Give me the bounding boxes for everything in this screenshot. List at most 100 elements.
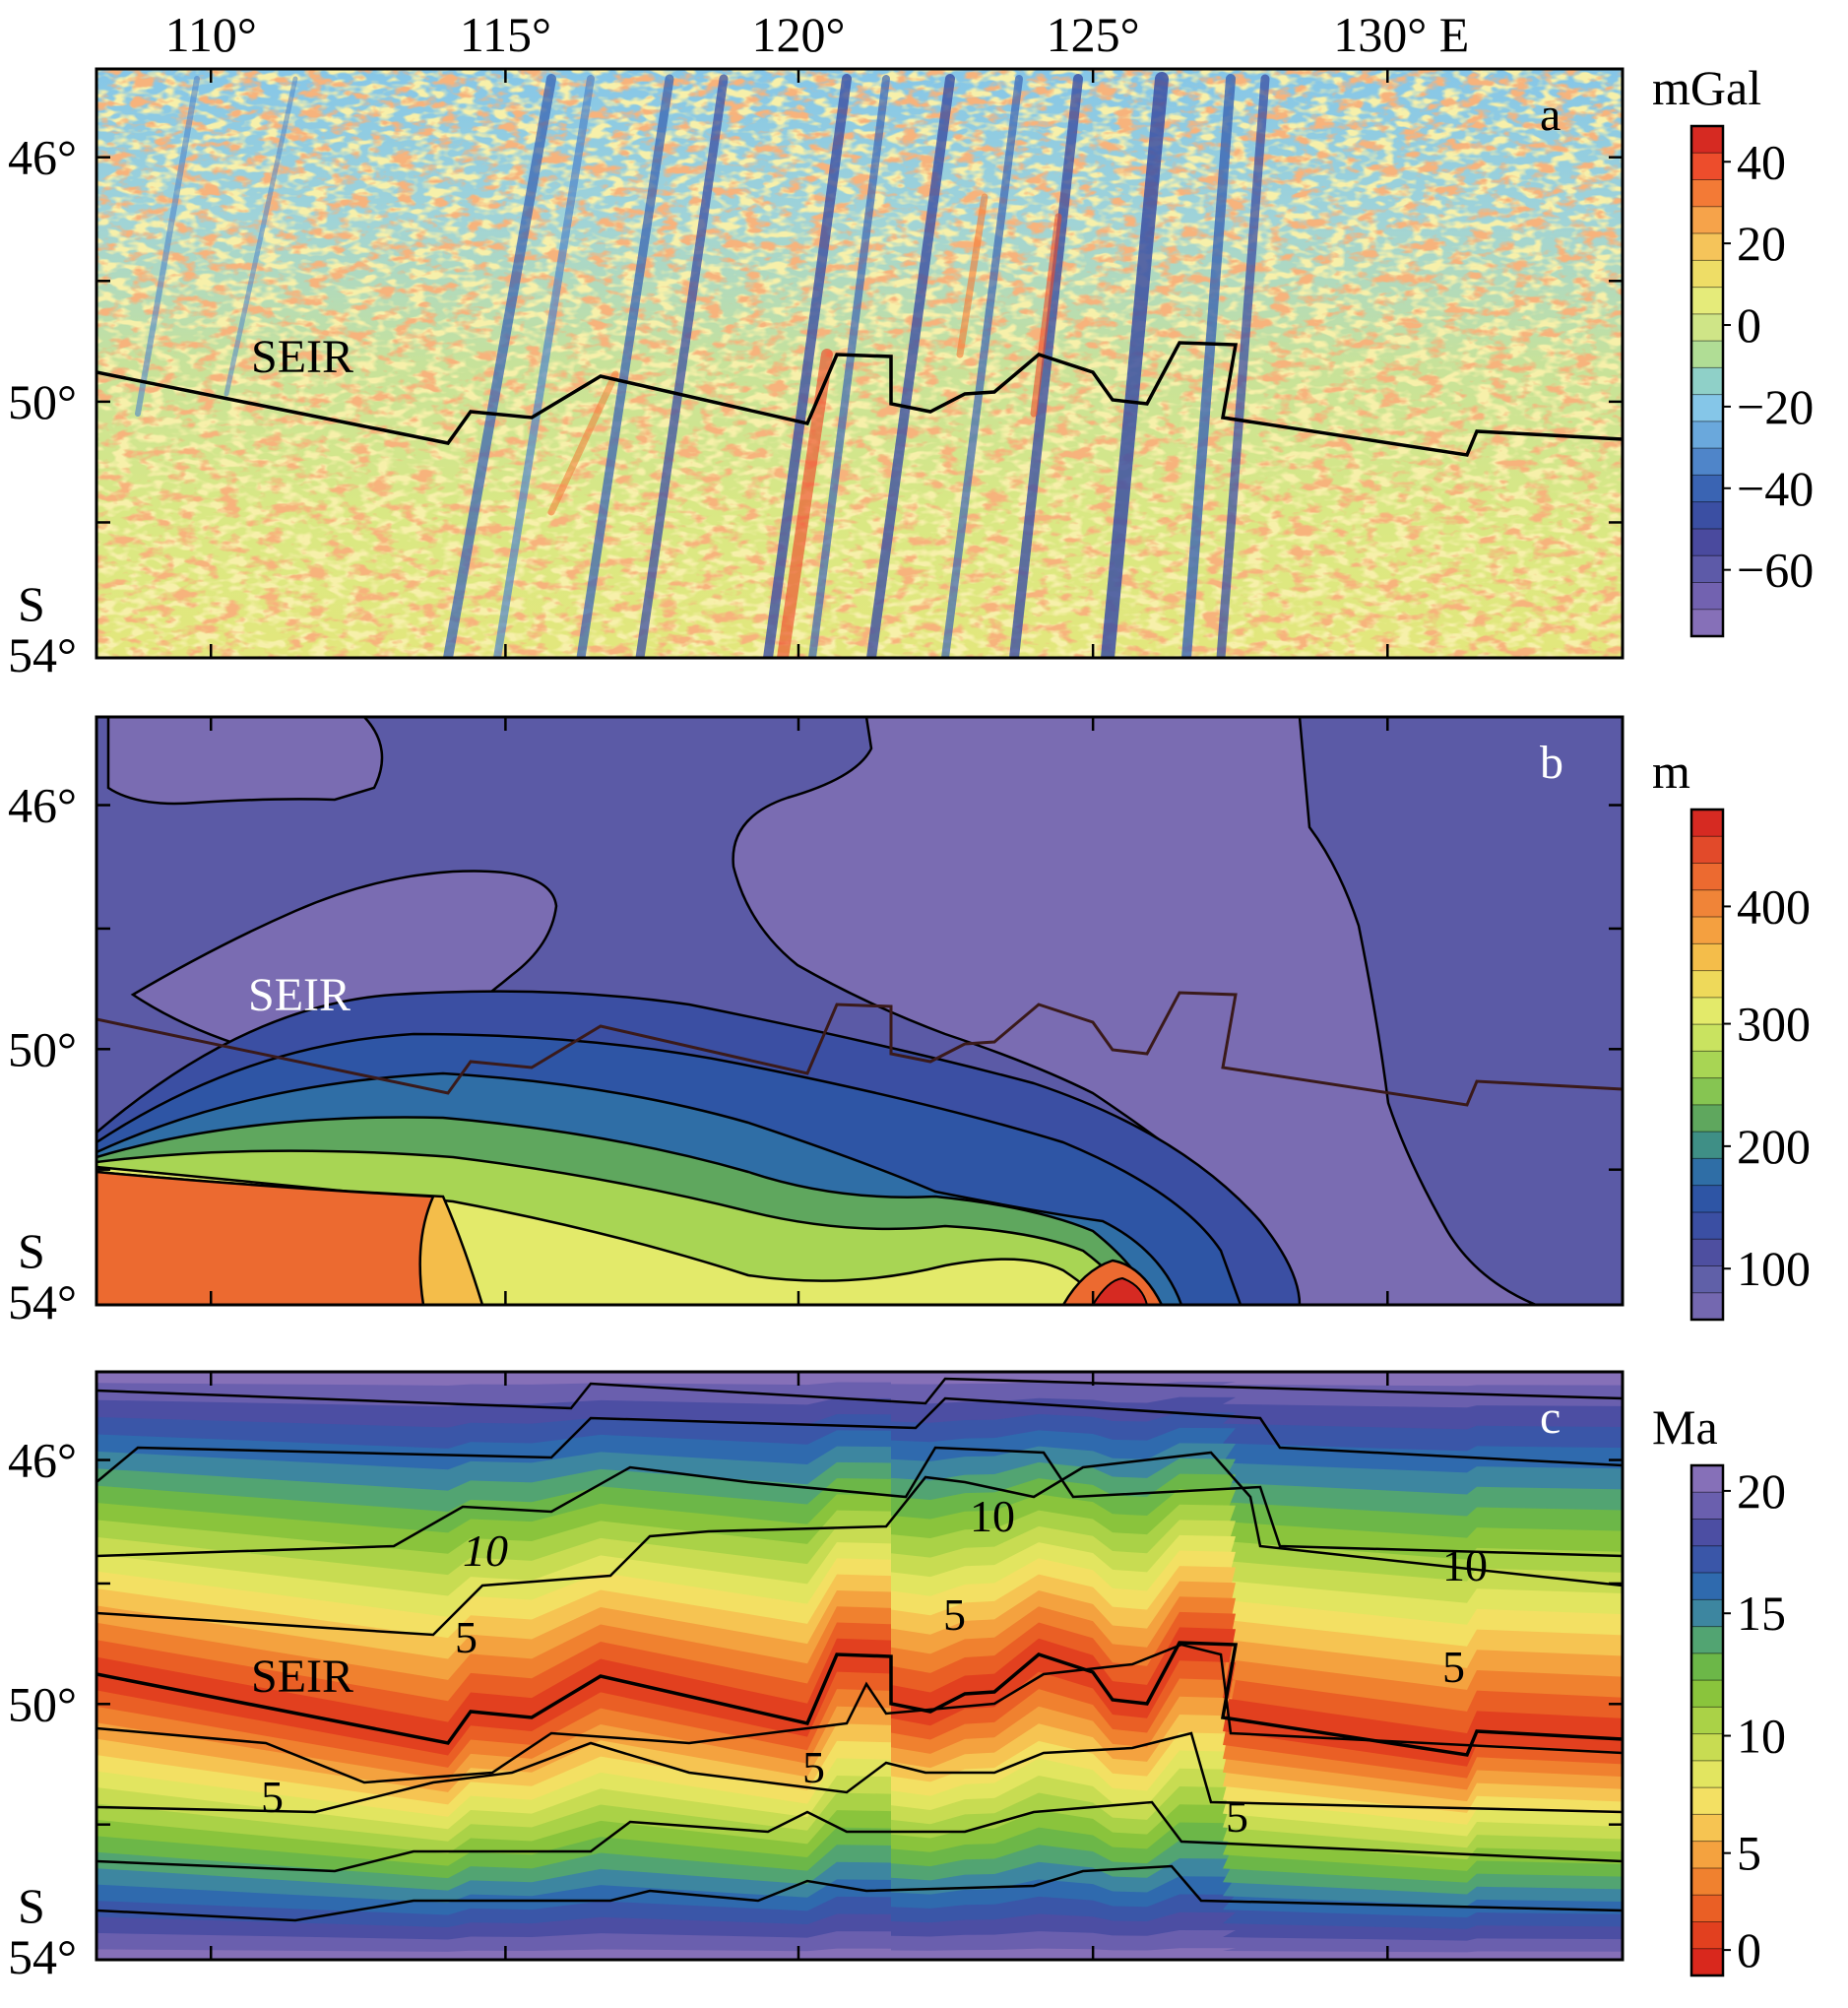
y-tick-label: 46° bbox=[8, 130, 77, 185]
ridge-axis-c bbox=[96, 1641, 1623, 1757]
x-tick-label: 120° bbox=[752, 7, 846, 62]
panel-c-letter: c bbox=[1540, 1392, 1561, 1444]
panel-b-letter: b bbox=[1540, 737, 1563, 789]
contour-labels: 10 10 10 5 5 5 5 5 5 bbox=[261, 1491, 1488, 1842]
x-tick-label: 125° bbox=[1047, 7, 1140, 62]
colorbar-swatch bbox=[1691, 1265, 1723, 1294]
colorbar-swatch bbox=[1691, 394, 1723, 422]
contour-label: 5 bbox=[1442, 1642, 1465, 1692]
colorbar-tick-label: 20 bbox=[1737, 216, 1786, 271]
colorbar-swatch bbox=[1691, 863, 1723, 891]
age-band bbox=[96, 1627, 1623, 1767]
panel-b-map bbox=[96, 717, 1623, 1305]
colorbar-swatch bbox=[1691, 475, 1723, 503]
colorbar-swatch bbox=[1691, 1652, 1723, 1681]
x-tick-label: 115° bbox=[460, 7, 551, 62]
colorbar-tick-label: 100 bbox=[1737, 1241, 1811, 1296]
panel-c-map bbox=[96, 1372, 1623, 1960]
colorbar-tick-label: 40 bbox=[1737, 134, 1786, 189]
colorbar-swatch bbox=[1691, 1814, 1723, 1843]
colorbar-unit: mGal bbox=[1652, 60, 1761, 115]
contour-label: 10 bbox=[970, 1491, 1015, 1541]
colorbar-swatch bbox=[1691, 179, 1723, 208]
panel-b-ridge-label: SEIR bbox=[248, 969, 350, 1021]
colorbar-swatch bbox=[1691, 1492, 1723, 1521]
colorbar-swatch bbox=[1691, 1680, 1723, 1708]
colorbar-swatch bbox=[1691, 555, 1723, 583]
colorbar-swatch bbox=[1691, 1867, 1723, 1896]
colorbar-tick-label: −60 bbox=[1737, 543, 1814, 598]
colorbar-swatch bbox=[1691, 287, 1723, 315]
colorbar-tick-label: 15 bbox=[1737, 1586, 1786, 1641]
panel-b: SEIR b bbox=[95, 715, 1625, 1307]
colorbar-swatch bbox=[1691, 1545, 1723, 1574]
colorbar-swatch bbox=[1691, 1239, 1723, 1266]
colorbar-swatch bbox=[1691, 1292, 1723, 1321]
colorbar-tick-label: 0 bbox=[1737, 297, 1761, 353]
colorbar-swatch bbox=[1691, 970, 1723, 999]
panel-c-frame bbox=[95, 1370, 1625, 1962]
colorbar-tick-label: 10 bbox=[1737, 1709, 1786, 1764]
contour-label: 10 bbox=[1442, 1540, 1488, 1590]
panel-a: SEIR a bbox=[95, 67, 1625, 660]
y-tick-label: 50° bbox=[8, 1676, 77, 1731]
colorbar-swatch bbox=[1691, 501, 1723, 530]
colorbar-swatch bbox=[1691, 1465, 1723, 1493]
colorbars: mGal40200−20−40−60m400300200100Ma2015105… bbox=[1652, 60, 1814, 1977]
colorbar-tick-label: 400 bbox=[1737, 878, 1811, 934]
colorbar-swatch bbox=[1691, 1158, 1723, 1187]
colorbar-swatch bbox=[1691, 943, 1723, 972]
colorbar-swatch bbox=[1691, 1707, 1723, 1735]
axes: 46°50°S54°46°50°S54°46°50°S54°110° 115° 12… bbox=[8, 7, 1623, 1984]
colorbar-tick-label: 200 bbox=[1737, 1119, 1811, 1174]
colorbar-swatch bbox=[1691, 153, 1723, 181]
colorbar-swatch bbox=[1691, 1051, 1723, 1079]
colorbar-unit: Ma bbox=[1652, 1399, 1718, 1455]
contour-label: 5 bbox=[1226, 1791, 1248, 1842]
y-tick-label: 46° bbox=[8, 778, 77, 833]
ridge-axis-b bbox=[96, 991, 1623, 1107]
colorbar-swatch bbox=[1691, 1211, 1723, 1240]
y-tick-label: 46° bbox=[8, 1433, 77, 1488]
gravity-highs bbox=[547, 193, 1062, 658]
colorbar-swatch bbox=[1691, 609, 1723, 637]
colorbar-frame bbox=[1689, 124, 1725, 638]
colorbar-swatch bbox=[1691, 1733, 1723, 1762]
colorbar-swatch bbox=[1691, 260, 1723, 289]
colorbar-tick-label: 20 bbox=[1737, 1463, 1786, 1519]
colorbar-swatch bbox=[1691, 836, 1723, 865]
contour-label: 10 bbox=[463, 1525, 508, 1576]
colorbar-swatch bbox=[1691, 1024, 1723, 1052]
colorbar-tick-label: −40 bbox=[1737, 461, 1814, 516]
colorbar-frame bbox=[1689, 1463, 1725, 1977]
colorbar-frame bbox=[1689, 808, 1725, 1322]
colorbar-tick-label: 0 bbox=[1737, 1922, 1761, 1977]
colorbar-swatch bbox=[1691, 1104, 1723, 1133]
colorbar-tick-label: −20 bbox=[1737, 379, 1814, 434]
y-tick-label: S bbox=[18, 576, 45, 631]
colorbar-swatch bbox=[1691, 917, 1723, 944]
region-band-10 bbox=[1091, 1276, 1149, 1305]
fracture-zones bbox=[135, 72, 1270, 658]
colorbar-swatch bbox=[1691, 1573, 1723, 1600]
x-tick-label: 130° E bbox=[1333, 7, 1469, 62]
contour-label: 5 bbox=[802, 1742, 825, 1792]
panel-c: SEIR c 10 10 10 5 5 5 5 5 5 bbox=[95, 1370, 1625, 1962]
colorbar-swatch bbox=[1691, 367, 1723, 396]
colorbar-swatch bbox=[1691, 206, 1723, 234]
panel-a-ridge-label: SEIR bbox=[251, 331, 353, 383]
colorbar-swatch bbox=[1691, 1132, 1723, 1159]
region-low-purple-1 bbox=[106, 717, 384, 806]
panel-a-frame bbox=[95, 67, 1625, 660]
age-contours bbox=[96, 1377, 1623, 1922]
colorbar-unit: m bbox=[1652, 744, 1690, 799]
colorbar-swatch bbox=[1691, 1077, 1723, 1106]
y-tick-label: 54° bbox=[8, 1929, 77, 1984]
y-tick-label: S bbox=[18, 1878, 45, 1933]
panel-a-map bbox=[96, 69, 1623, 658]
colorbar-tick-label: 300 bbox=[1737, 997, 1811, 1052]
colorbar-swatch bbox=[1691, 341, 1723, 368]
colorbar-swatch bbox=[1691, 1519, 1723, 1547]
y-tick-label: 50° bbox=[8, 1021, 77, 1076]
